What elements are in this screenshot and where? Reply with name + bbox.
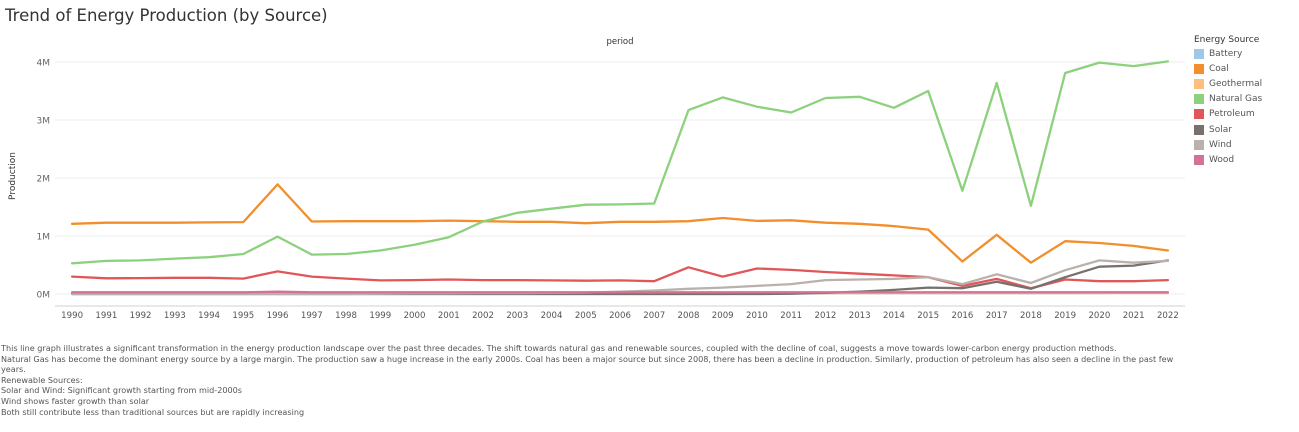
- legend-label: Wind: [1209, 139, 1232, 150]
- legend-swatch: [1194, 109, 1204, 120]
- y-tick-label: 2M: [37, 175, 51, 185]
- x-tick-label: 1990: [61, 311, 83, 321]
- page-title: Trend of Energy Production (by Source): [5, 6, 328, 25]
- x-tick-label: 2009: [712, 311, 734, 321]
- x-tick-label: 1998: [335, 311, 357, 321]
- y-tick-label: 3M: [37, 117, 51, 127]
- legend-item[interactable]: Solar: [1194, 122, 1262, 137]
- x-tick-label: 2021: [1123, 311, 1145, 321]
- description-line: Natural Gas has become the dominant ener…: [1, 353, 1174, 375]
- x-tick-label: 1991: [95, 311, 117, 321]
- legend: Energy Source Battery Coal Geothermal Natur…: [1194, 35, 1262, 168]
- description-line: Both still contribute less than traditio…: [1, 406, 305, 417]
- description-line: This line graph illustrates a significan…: [1, 343, 1117, 353]
- legend-title: Energy Source: [1194, 35, 1260, 45]
- legend-label: Solar: [1209, 124, 1232, 135]
- y-tick-label: 1M: [37, 233, 51, 243]
- legend-swatch: [1194, 124, 1204, 135]
- legend-swatch: [1194, 139, 1204, 150]
- y-axis-label: Production: [8, 152, 18, 200]
- series-line-natural-gas: [70, 60, 1170, 265]
- x-tick-label: 2010: [746, 311, 768, 321]
- x-tick-label: 2020: [1088, 311, 1110, 321]
- legend-swatch: [1194, 94, 1204, 105]
- x-tick-label: 1992: [130, 311, 152, 321]
- x-tick-label: 1993: [164, 311, 186, 321]
- x-tick-label: 2014: [883, 311, 905, 321]
- x-tick-label: 2003: [506, 311, 528, 321]
- series-line-wind: [70, 259, 1170, 296]
- chart-description: This line graph illustrates a significan…: [1, 343, 1186, 417]
- x-tick-label: 1995: [232, 311, 254, 321]
- legend-swatch: [1194, 154, 1204, 165]
- legend-item[interactable]: Natural Gas: [1194, 92, 1262, 107]
- series-line-coal: [70, 183, 1170, 264]
- chart-header: period: [606, 37, 633, 47]
- description-line: Renewable Sources:: [1, 374, 83, 385]
- x-tick-label: 1997: [301, 311, 323, 321]
- series-line-wood: [70, 290, 1170, 294]
- x-tick-label: 2013: [849, 311, 871, 321]
- legend-label: Wood: [1209, 154, 1235, 165]
- x-tick-label: 2002: [472, 311, 494, 321]
- legend-swatch: [1194, 63, 1204, 74]
- x-tick-label: 1996: [267, 311, 289, 321]
- legend-item[interactable]: Wind: [1194, 137, 1262, 152]
- x-tick-label: 2018: [1020, 311, 1042, 321]
- x-tick-label: 2007: [643, 311, 665, 321]
- legend-label: Geothermal: [1209, 78, 1263, 89]
- legend-item[interactable]: Battery: [1194, 46, 1262, 61]
- x-tick-label: 2005: [575, 311, 597, 321]
- x-tick-label: 2012: [815, 311, 837, 321]
- x-tick-label: 2008: [678, 311, 700, 321]
- x-tick-label: 2017: [986, 311, 1008, 321]
- x-tick-label: 1994: [198, 311, 220, 321]
- legend-item[interactable]: Coal: [1194, 61, 1262, 76]
- x-tick-label: 2011: [780, 311, 802, 321]
- legend-item[interactable]: Geothermal: [1194, 76, 1262, 91]
- x-tick-label: 2015: [917, 311, 939, 321]
- legend-item[interactable]: Petroleum: [1194, 107, 1262, 122]
- x-tick-label: 2006: [609, 311, 631, 321]
- series-line-petroleum: [70, 266, 1170, 290]
- y-tick-label: 0M: [37, 291, 51, 301]
- legend-item[interactable]: Wood: [1194, 152, 1262, 167]
- description-line: Solar and Wind: Significant growth start…: [1, 385, 243, 396]
- legend-label: Coal: [1209, 63, 1229, 74]
- x-tick-label: 2004: [541, 311, 563, 321]
- x-tick-label: 2022: [1157, 311, 1179, 321]
- x-tick-label: 2000: [404, 311, 426, 321]
- legend-swatch: [1194, 78, 1204, 89]
- x-tick-label: 2019: [1054, 311, 1076, 321]
- x-tick-label: 2001: [438, 311, 460, 321]
- legend-label: Petroleum: [1209, 109, 1255, 120]
- legend-label: Natural Gas: [1209, 94, 1263, 105]
- description-line: Wind shows faster growth than solar: [1, 395, 150, 406]
- x-tick-label: 2016: [951, 311, 973, 321]
- legend-label: Battery: [1209, 48, 1243, 59]
- legend-swatch: [1194, 48, 1204, 59]
- line-chart: period 0M 1M 2M 3M 4M 1990 1991 1992 1993 1994 1995…: [8, 37, 1185, 321]
- y-tick-label: 4M: [37, 59, 51, 69]
- x-tick-label: 1999: [369, 311, 391, 321]
